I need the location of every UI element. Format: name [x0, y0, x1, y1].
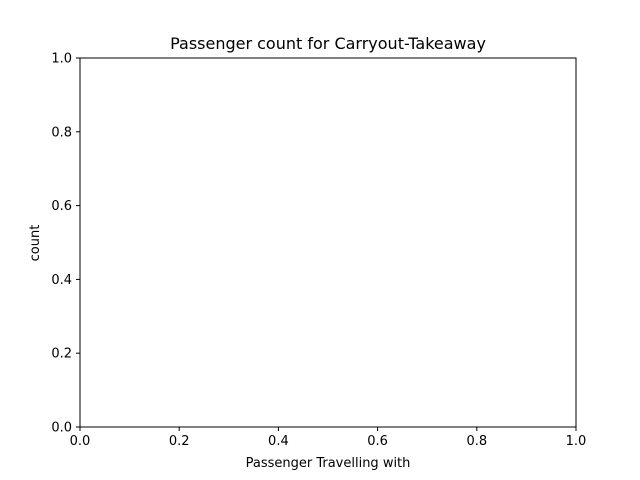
x-tick-label: 0.8 [466, 434, 487, 449]
y-tick-label: 0.8 [51, 125, 72, 140]
x-tick-label: 0.2 [169, 434, 190, 449]
y-axis-label: count [28, 225, 43, 262]
plot-area [80, 58, 576, 427]
x-tick-label: 1.0 [566, 434, 587, 449]
y-tick-label: 0.6 [51, 199, 72, 214]
x-tick-label: 0.6 [367, 434, 388, 449]
x-axis-ticks: 0.0 0.2 0.4 0.6 0.8 1.0 [70, 427, 587, 449]
plot-frame [79, 57, 577, 428]
chart-title: Passenger count for Carryout-Takeaway [170, 34, 486, 53]
plot-background [80, 58, 576, 427]
x-tick-label: 0.4 [268, 434, 289, 449]
y-tick-label: 0.0 [51, 421, 72, 436]
y-tick-label: 0.2 [51, 347, 72, 362]
y-axis-ticks: 0.0 0.2 0.4 0.6 0.8 1.0 [51, 52, 80, 436]
y-tick-label: 1.0 [51, 52, 72, 67]
y-tick-label: 0.4 [51, 273, 72, 288]
x-axis-label: Passenger Travelling with [246, 456, 411, 471]
x-tick-label: 0.0 [70, 434, 91, 449]
